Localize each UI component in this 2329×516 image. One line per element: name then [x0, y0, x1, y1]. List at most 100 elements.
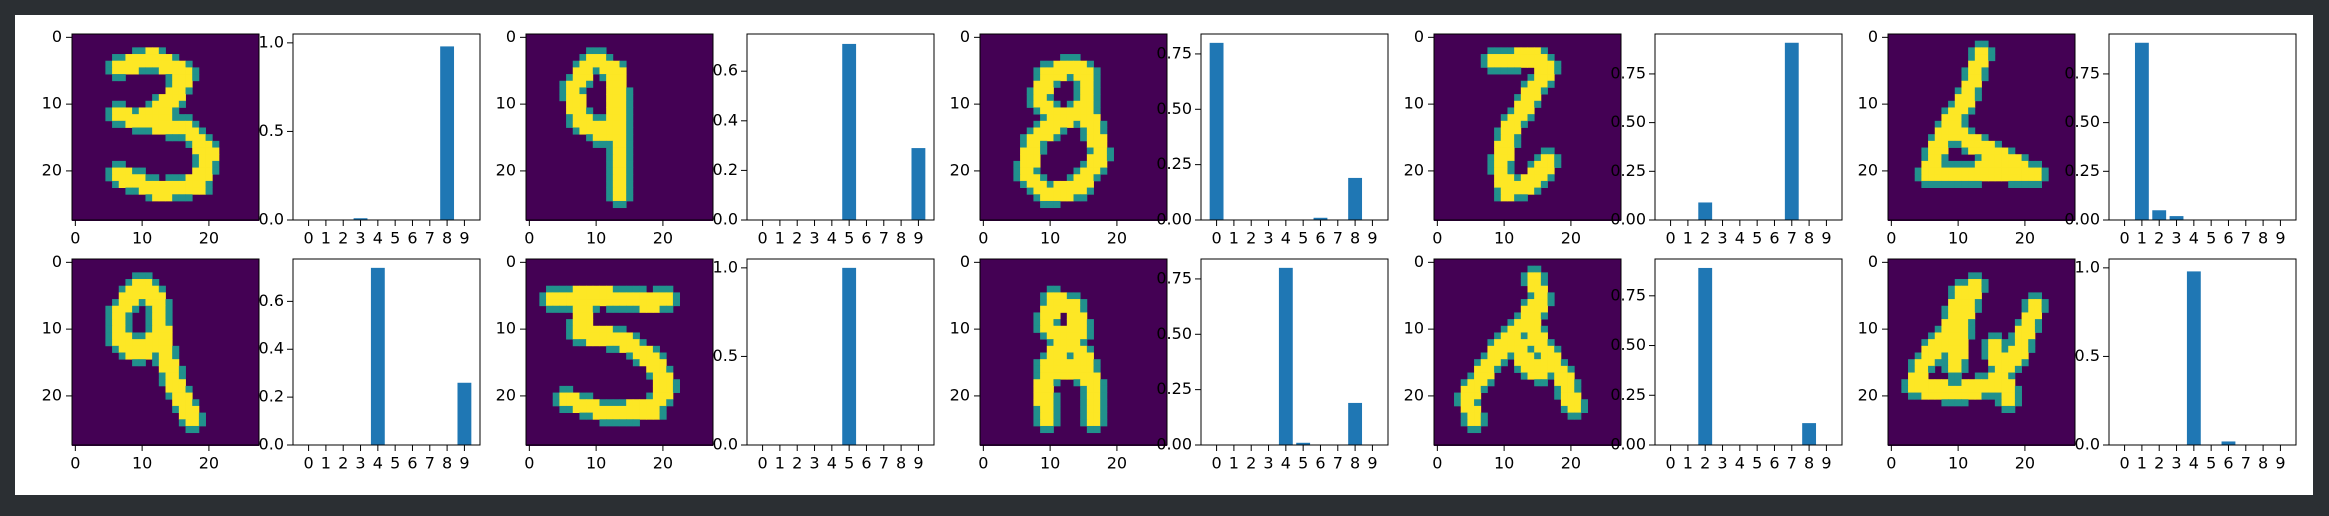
image-pixel	[1073, 94, 1081, 102]
image-pixel	[1934, 392, 1942, 400]
image-pixel	[1928, 180, 1936, 189]
image-pixel	[1527, 80, 1535, 88]
image-pixel	[1540, 174, 1548, 182]
image-pixel	[1934, 325, 1942, 333]
image-pixel	[1540, 352, 1548, 360]
image-pixel	[1013, 160, 1021, 168]
image-pixel	[1080, 392, 1088, 400]
image-pixel	[1066, 187, 1074, 195]
image-pixel	[112, 67, 120, 75]
image-pixel	[1574, 399, 1582, 407]
image-pixel	[606, 405, 614, 414]
bar-x-tick-label: 9	[913, 454, 923, 473]
image-pixel	[1914, 385, 1922, 393]
image-pixel	[2014, 399, 2022, 407]
image-pixel	[1026, 167, 1034, 175]
image-pixel	[2028, 180, 2036, 189]
image-pixel	[118, 305, 126, 313]
image-pixel	[1073, 194, 1081, 202]
image-pixel	[1026, 134, 1034, 142]
image-pixel	[1941, 174, 1949, 182]
image-pixel	[1080, 352, 1088, 360]
image-y-tick-label: 20	[1404, 160, 1424, 179]
image-pixel	[1961, 319, 1969, 327]
image-pixel	[152, 107, 160, 115]
image-pixel	[185, 399, 193, 407]
image-pixel	[666, 385, 674, 393]
image-pixel	[579, 319, 587, 327]
image-pixel	[1534, 272, 1542, 280]
image-pixel	[172, 194, 180, 202]
image-pixel	[632, 285, 640, 293]
bar-x-tick-label: 3	[1263, 229, 1273, 248]
image-pixel	[1948, 372, 1956, 380]
probability-bar	[1348, 402, 1363, 445]
bar-x-tick-label: 1	[1683, 229, 1693, 248]
image-pixel	[1954, 285, 1962, 293]
image-pixel	[1941, 392, 1949, 400]
image-y-tick-label: 0	[506, 252, 516, 271]
image-pixel	[1954, 359, 1962, 367]
image-pixel	[572, 67, 580, 75]
image-x-tick-label: 10	[1494, 229, 1514, 248]
image-pixel	[1073, 80, 1081, 88]
image-pixel	[612, 339, 620, 347]
image-pixel	[612, 100, 620, 108]
image-pixel	[198, 134, 206, 142]
image-pixel	[112, 100, 120, 108]
image-pixel	[118, 174, 126, 182]
bar-x-tick-label: 8	[1804, 454, 1814, 473]
image-pixel	[586, 285, 594, 293]
image-pixel	[579, 127, 587, 135]
bar-y-tick-label: 0.0	[259, 435, 284, 454]
image-pixel	[606, 345, 614, 353]
image-pixel	[158, 292, 166, 300]
image-pixel	[1046, 365, 1054, 373]
image-pixel	[132, 339, 140, 347]
image-pixel	[666, 285, 674, 293]
image-pixel	[2014, 339, 2022, 347]
image-pixel	[1534, 279, 1542, 287]
image-pixel	[1073, 379, 1081, 387]
image-pixel	[1527, 352, 1535, 360]
image-pixel	[1527, 167, 1535, 175]
image-pixel	[112, 325, 120, 333]
image-pixel	[1494, 160, 1502, 168]
image-pixel	[125, 339, 133, 347]
image-pixel	[599, 127, 607, 135]
image-pixel	[1093, 114, 1101, 122]
image-pixel	[145, 54, 153, 62]
image-pixel	[1494, 127, 1502, 135]
image-pixel	[138, 54, 146, 62]
image-pixel	[1988, 365, 1996, 373]
image-pixel	[1941, 399, 1949, 407]
image-pixel	[1961, 127, 1969, 135]
image-pixel	[178, 120, 186, 128]
image-pixel	[1500, 160, 1508, 168]
image-pixel	[178, 114, 186, 122]
image-pixel	[1961, 94, 1969, 102]
image-pixel	[1487, 47, 1495, 55]
image-pixel	[1934, 339, 1942, 347]
image-pixel	[1033, 379, 1041, 387]
bar-y-tick-label: 0.0	[713, 210, 738, 229]
image-pixel	[1040, 114, 1048, 122]
image-pixel	[1086, 425, 1094, 434]
image-pixel	[566, 285, 574, 293]
image-pixel	[2001, 345, 2009, 353]
image-pixel	[1053, 107, 1061, 115]
image-pixel	[652, 365, 660, 373]
image-pixel	[1961, 292, 1969, 300]
image-pixel	[1040, 80, 1048, 88]
image-pixel	[626, 419, 634, 427]
image-pixel	[639, 299, 647, 307]
image-pixel	[1527, 305, 1535, 313]
bar-y-tick-label: 0.50	[1610, 335, 1646, 354]
image-pixel	[138, 272, 146, 280]
image-frame	[525, 33, 714, 221]
image-pixel	[152, 312, 160, 320]
image-pixel	[1540, 285, 1548, 293]
image-pixel	[1060, 339, 1068, 347]
image-pixel	[1534, 319, 1542, 327]
